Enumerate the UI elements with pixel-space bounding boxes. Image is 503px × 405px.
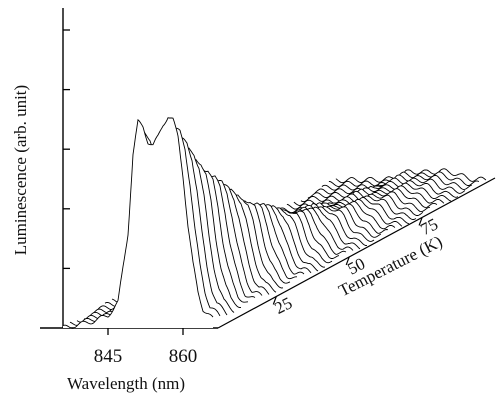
z-axis-tick <box>345 256 350 266</box>
spectrum-fill <box>63 117 213 329</box>
z-axis-tick-label: 25 <box>272 293 296 318</box>
spectrum-line <box>300 182 452 203</box>
axes: 845 860 25 50 75 <box>40 8 496 367</box>
y-axis-ticks <box>63 29 70 270</box>
spectrum-line <box>321 174 473 191</box>
x-axis-tick-label: 845 <box>94 346 123 367</box>
z-axis-ticks: 25 50 75 <box>272 214 442 318</box>
z-axis-tick <box>418 217 423 226</box>
x-axis-ticks: 845 860 <box>94 328 198 367</box>
x-axis-title: Wavelength (nm) <box>67 374 185 393</box>
z-axis-line <box>217 177 496 329</box>
y-axis-title: Luminescence (arb. unit) <box>11 85 30 255</box>
spectrum-line <box>314 177 466 195</box>
z-axis-tick <box>272 296 277 305</box>
spectrum-line <box>328 171 480 187</box>
spectrum-line <box>335 168 487 184</box>
z-axis-tick-label: 50 <box>344 254 368 279</box>
z-axis-tick-label: 75 <box>417 214 441 239</box>
spectra-series-group <box>62 117 487 329</box>
spectrum-line <box>62 117 214 329</box>
x-axis-tick-label: 860 <box>169 346 198 367</box>
